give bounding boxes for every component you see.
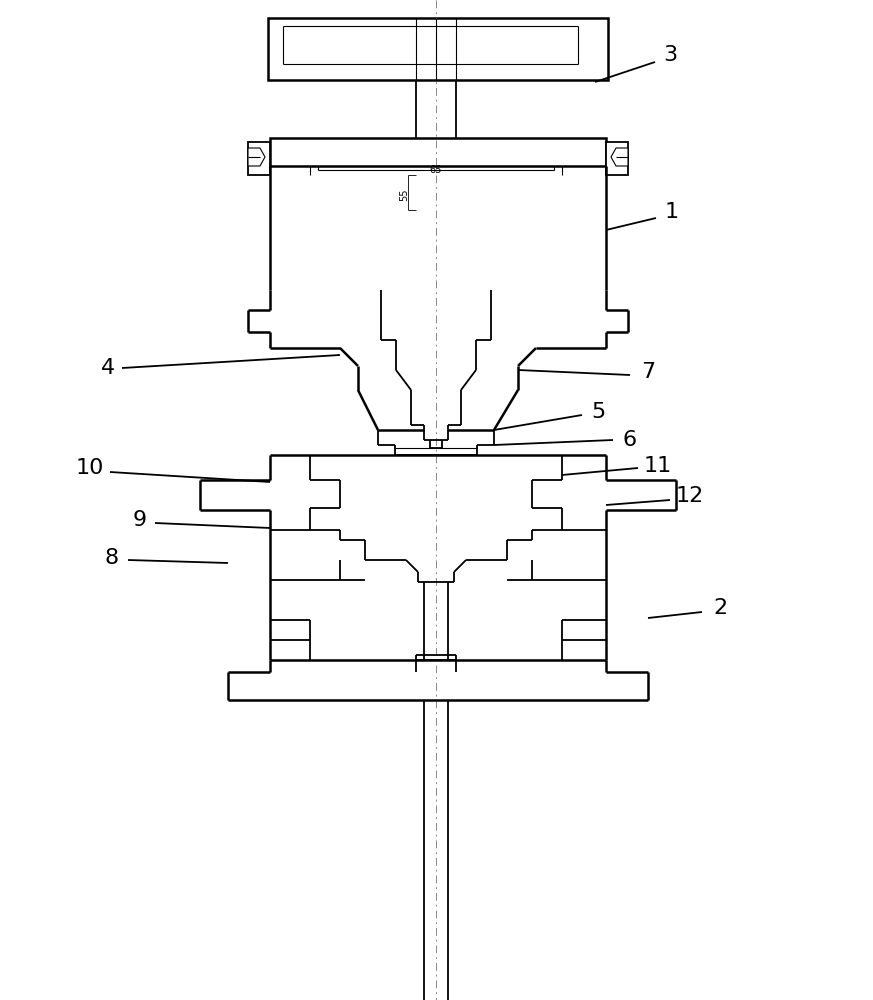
Polygon shape [248,148,265,166]
Text: 11: 11 [644,456,672,476]
Text: 55: 55 [399,189,409,201]
Text: 2: 2 [713,598,727,618]
Text: 7: 7 [641,362,655,382]
Text: 65: 65 [430,165,443,175]
Polygon shape [248,142,270,175]
Text: 10: 10 [76,458,104,478]
Text: 5: 5 [591,402,605,422]
Bar [268,18,608,80]
Text: 9: 9 [133,510,147,530]
Polygon shape [606,142,628,175]
Text: 1: 1 [665,202,679,222]
Text: 3: 3 [663,45,677,65]
Text: 12: 12 [676,486,705,506]
Bar [270,138,606,166]
Text: 4: 4 [101,358,115,378]
Text: 6: 6 [623,430,637,450]
Polygon shape [611,148,628,166]
Text: 8: 8 [105,548,119,568]
